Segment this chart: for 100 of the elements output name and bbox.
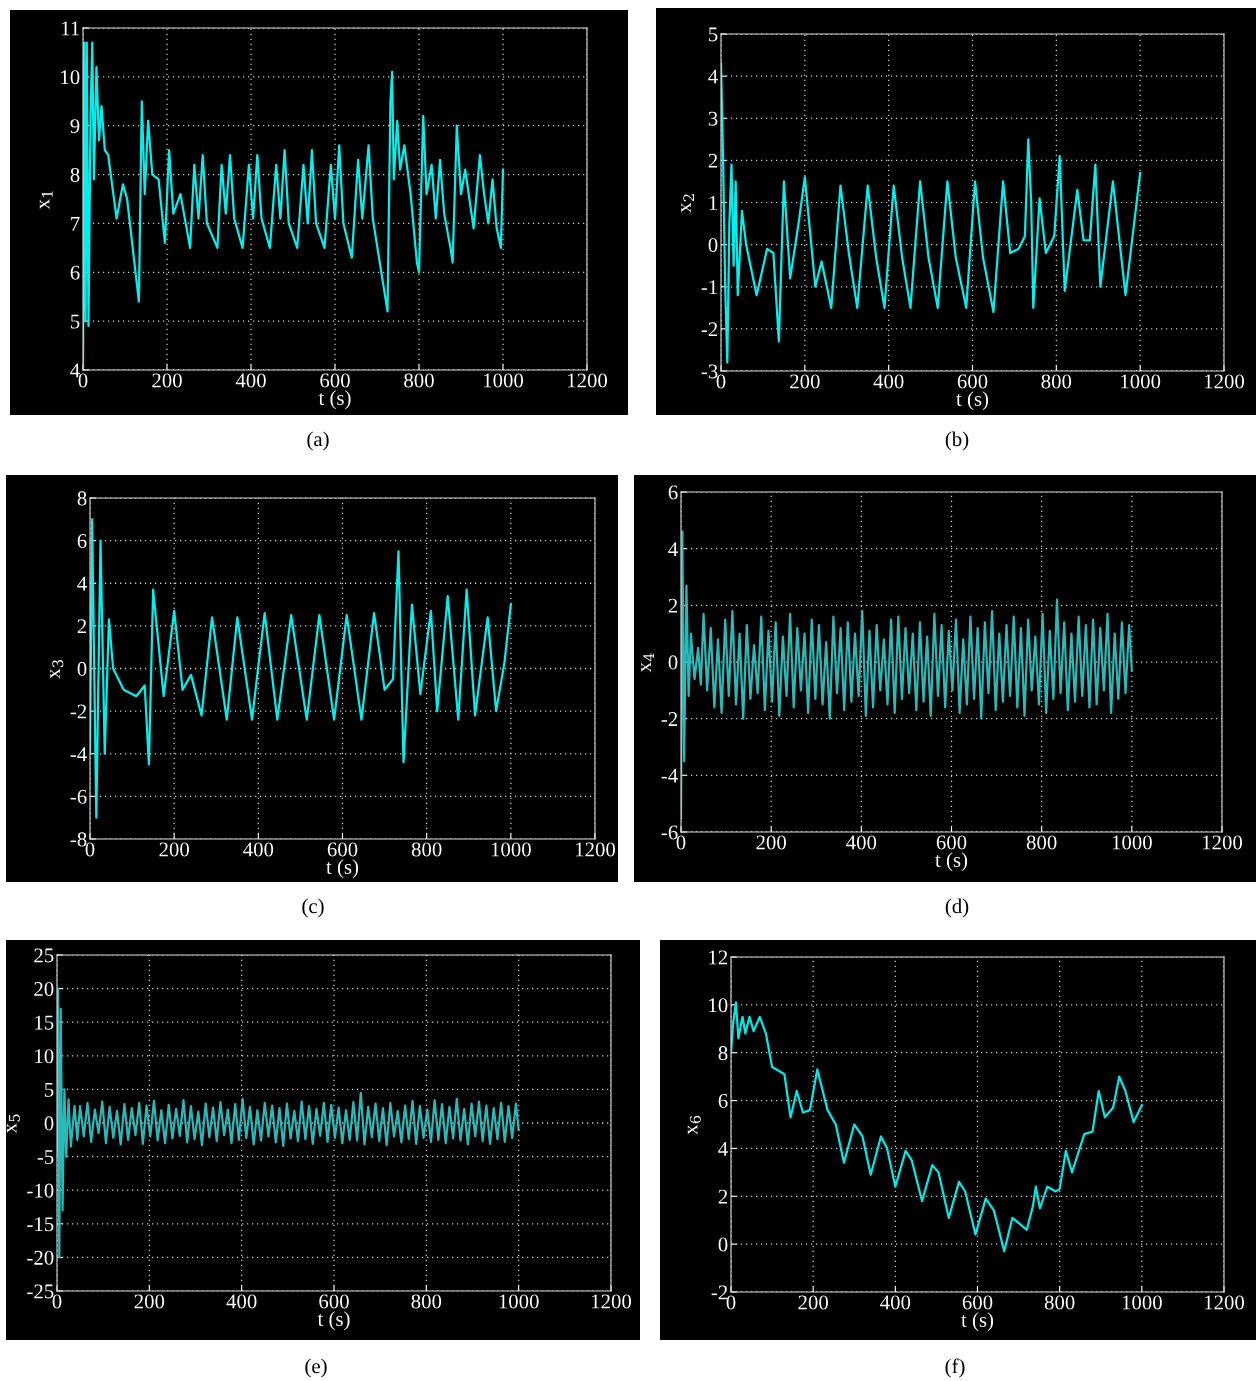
y-tick-label: -25 xyxy=(27,1284,54,1299)
text: (b) xyxy=(945,431,969,451)
x-tick-label: 400 xyxy=(226,1294,257,1309)
y-tick-label: 2 xyxy=(77,619,87,634)
y-tick-label: 9 xyxy=(70,119,80,134)
y-tick-label: 7 xyxy=(71,217,80,231)
x-tick-label: 1000 xyxy=(491,842,531,857)
y-tick-label: -5 xyxy=(37,1150,54,1165)
x-tick-label: 1200 xyxy=(568,373,608,388)
y-tick-label: -1 xyxy=(701,280,717,294)
y-tick-label: 1 xyxy=(709,195,717,210)
y-tick-label: -2 xyxy=(661,712,678,726)
y-tick-label: 10 xyxy=(61,70,80,85)
y-tick-label: 0 xyxy=(44,1116,54,1131)
x-tick-label: 1000 xyxy=(484,373,524,388)
y-tick-label: -15 xyxy=(27,1217,54,1232)
x-tick-label: 1000 xyxy=(499,1294,539,1309)
y-tick-label: 0 xyxy=(718,1237,728,1252)
y-tick-label: -8 xyxy=(70,832,87,847)
y-tick-label: 25 xyxy=(34,948,54,963)
y-axis-title: x$_{3}$ xyxy=(50,660,64,679)
y-axis-title: x$_{5}$ xyxy=(6,1114,20,1134)
y-tick-label: 10 xyxy=(35,1049,54,1064)
y-tick-label: 0 xyxy=(668,655,678,670)
x-tick-label: 600 xyxy=(957,374,988,389)
y-tick-label: -6 xyxy=(70,789,87,804)
x-tick-label: 1000 xyxy=(1121,374,1161,389)
y-tick-label: 2 xyxy=(668,598,678,613)
y-tick-label: 0 xyxy=(77,661,87,676)
x-axis-title: t (s) xyxy=(956,391,989,411)
x-axis-title: t (s) xyxy=(961,1312,994,1332)
y-tick-label: -6 xyxy=(661,825,678,840)
x-tick-label: 1200 xyxy=(1203,835,1243,850)
x-tick-label: 200 xyxy=(790,374,820,389)
y-tick-label: 4 xyxy=(668,542,678,556)
y-tick-label: 0 xyxy=(708,238,718,253)
y-tick-label: 6 xyxy=(718,1094,728,1108)
y-tick-label: 5 xyxy=(71,314,80,329)
y-tick-label: 2 xyxy=(708,153,718,168)
y-tick-label: -20 xyxy=(27,1250,54,1265)
y-tick-label: 4 xyxy=(718,1141,728,1156)
y-axis-title: x$_{6}$ xyxy=(687,1115,701,1135)
y-tick-label: 8 xyxy=(70,167,80,182)
y-tick-label: -4 xyxy=(661,768,678,783)
x-tick-label: 1000 xyxy=(1112,835,1152,850)
y-tick-label: 4 xyxy=(708,69,718,84)
y-tick-label: -2 xyxy=(711,1285,728,1300)
x-tick-label: 400 xyxy=(243,842,274,857)
x-tick-label: 200 xyxy=(152,373,182,388)
x-tick-label: 1000 xyxy=(1122,1295,1162,1310)
y-tick-label: 12 xyxy=(709,950,728,965)
y-tick-label: 5 xyxy=(45,1082,54,1097)
x-tick-label: 600 xyxy=(319,1294,349,1309)
x-tick-label: 600 xyxy=(936,835,967,850)
y-tick-label: 6 xyxy=(668,485,678,500)
x-axis-title: t (s) xyxy=(326,859,359,879)
y-tick-label: 8 xyxy=(718,1046,728,1061)
text: (c) xyxy=(302,898,324,918)
y-tick-label: 15 xyxy=(35,1015,54,1030)
y-tick-label: 4 xyxy=(70,363,80,378)
x-tick-label: 600 xyxy=(327,842,358,857)
y-tick-label: 3 xyxy=(708,111,718,126)
x-tick-label: 1200 xyxy=(592,1294,632,1309)
x-axis-title: t (s) xyxy=(317,1311,350,1331)
y-tick-label: 20 xyxy=(34,981,54,997)
y-tick-label: 11 xyxy=(62,21,79,36)
x-tick-label: 800 xyxy=(1041,374,1072,389)
y-tick-label: -10 xyxy=(27,1183,54,1198)
y-tick-label: -4 xyxy=(70,747,87,761)
x-tick-label: 1200 xyxy=(1205,374,1245,389)
x-tick-label: 800 xyxy=(404,373,434,388)
y-axis-title: x$_{1}$ xyxy=(39,191,53,210)
x-tick-label: 200 xyxy=(798,1295,828,1310)
x-tick-label: 800 xyxy=(411,842,442,857)
x-tick-label: 400 xyxy=(873,374,904,389)
x-tick-label: 200 xyxy=(756,835,786,850)
y-axis-title: x$_{4}$ xyxy=(641,653,655,673)
y-tick-label: 6 xyxy=(70,265,80,280)
text: (a) xyxy=(307,431,329,451)
y-tick-label: 6 xyxy=(77,534,87,549)
x-tick-label: 400 xyxy=(846,835,877,850)
y-tick-label: 4 xyxy=(77,576,87,591)
x-tick-label: 800 xyxy=(411,1294,442,1309)
x-axis-title: t (s) xyxy=(318,390,351,410)
y-tick-label: 10 xyxy=(709,998,728,1013)
x-tick-label: 200 xyxy=(134,1294,165,1309)
x-tick-label: 1200 xyxy=(1205,1295,1245,1310)
x-tick-label: 1200 xyxy=(576,842,616,857)
x-tick-label: 800 xyxy=(1044,1295,1075,1310)
x-tick-label: 400 xyxy=(880,1295,911,1310)
y-tick-label: -2 xyxy=(701,322,718,337)
text: (f) xyxy=(945,1358,965,1378)
x-tick-label: 400 xyxy=(235,373,266,388)
x-axis-title: t (s) xyxy=(935,852,968,872)
x-tick-label: 600 xyxy=(320,373,350,388)
y-tick-label: -2 xyxy=(70,704,87,719)
text: (d) xyxy=(945,898,969,918)
y-tick-label: 5 xyxy=(709,27,718,42)
y-tick-label: 8 xyxy=(77,491,87,506)
text: (e) xyxy=(305,1358,327,1378)
